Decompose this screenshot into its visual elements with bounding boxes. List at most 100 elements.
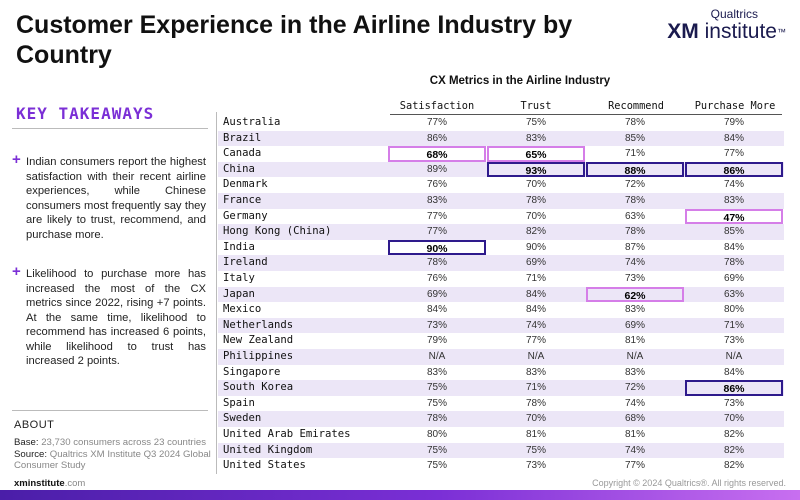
table-row: Italy 76% 71% 73% 69% [218,271,784,287]
table-row: Philippines N/A N/A N/A N/A [218,349,784,365]
cell-purchase-more: 84% [723,132,744,144]
about-source-label: Source: [14,449,48,460]
table-row: New Zealand 79% 77% 81% 73% [218,333,784,349]
logo-institute: institute [698,20,777,43]
country-label: Netherlands [223,318,294,331]
logo-xm-institute-text: XM institute™ [667,21,786,43]
cell-trust: 77% [525,335,546,347]
cell-satisfaction: 83% [426,195,447,206]
country-label: Germany [223,209,268,222]
table-row: Brazil 86% 83% 85% 84% [218,130,784,147]
country-label: India [223,240,255,253]
cell-recommend: 71% [624,148,645,160]
country-label: Hong Kong (China) [223,225,332,238]
column-header-satisfaction: Satisfaction [399,100,475,112]
about-base-value: 23,730 consumers across 23 countries [38,437,206,448]
copyright-text: Copyright © 2024 Qualtrics®. All rights … [592,478,786,488]
country-label: Canada [223,147,262,160]
page-title: Customer Experience in the Airline Indus… [16,11,573,69]
cell-trust: 83% [525,366,546,378]
key-takeaways-heading: KEY TAKEAWAYS [16,104,155,123]
cell-trust: 65% [487,146,585,162]
logo-xm: XM [667,20,699,43]
cell-recommend: 74% [624,257,645,269]
website-link[interactable]: xminstitute.com [14,478,85,489]
plus-icon: + [12,151,21,168]
cell-recommend: 62% [586,286,684,303]
cell-purchase-more: 77% [723,148,744,160]
cell-satisfaction: 89% [426,163,447,175]
table-row: Hong Kong (China) 77% 82% 78% 85% [218,224,784,240]
cell-satisfaction: 83% [426,366,447,378]
table-row: United States 75% 73% 77% 82% [218,458,784,474]
cell-satisfaction: 76% [426,273,447,284]
table-row: Denmark 76% 70% 72% 74% [218,177,784,193]
cell-satisfaction: 80% [426,429,447,440]
cell-satisfaction: 69% [426,288,447,300]
cell-purchase-more: 86% [685,161,783,178]
cell-trust: 84% [525,304,546,316]
cell-recommend: 68% [624,413,645,425]
qualtrics-xm-institute-logo: Qualtrics XM institute™ [667,8,786,43]
cell-purchase-more: 82% [723,460,744,472]
column-header-purchase-more: Purchase More [694,100,776,112]
country-label: South Korea [223,381,294,394]
cell-recommend: 63% [624,210,645,222]
cell-recommend: 78% [624,195,645,206]
cell-satisfaction: 75% [426,382,447,394]
cell-purchase-more: 80% [723,304,744,316]
about-divider [12,410,208,411]
country-label: France [223,194,262,206]
table-row: China 89% 93% 88% 86% [218,161,784,178]
cell-purchase-more: 63% [723,288,744,300]
website-domain: .com [64,478,86,489]
cell-satisfaction: 77% [426,226,447,238]
takeaway-item: + Likelihood to purchase more has increa… [12,263,206,369]
column-header-recommend: Recommend [608,100,664,112]
cell-purchase-more: 69% [723,273,744,284]
cell-trust: 70% [525,210,546,222]
cell-recommend: 73% [624,273,645,284]
table-row: Australia 77% 75% 78% 79% [218,115,784,131]
country-label: China [223,162,255,175]
table-row: Mexico 84% 84% 83% 80% [218,302,784,318]
country-label: Denmark [223,178,268,191]
table-row: Ireland 78% 69% 74% 78% [218,255,784,271]
about-source-value: Qualtrics XM Institute Q3 2024 Global Co… [14,449,211,471]
cell-satisfaction: 76% [426,179,447,191]
footer-gradient-bar [0,490,800,500]
cell-recommend: 88% [586,161,684,178]
cell-satisfaction: 90% [388,239,486,256]
cell-purchase-more: N/A [725,351,743,362]
cell-purchase-more: 82% [723,444,744,456]
country-label: Singapore [223,365,281,378]
cell-trust: 70% [525,413,546,425]
country-label: Italy [223,272,255,284]
cell-recommend: 77% [624,460,645,472]
column-header-trust: Trust [520,100,552,112]
cell-trust: 74% [525,319,546,331]
cell-satisfaction: 75% [426,444,447,456]
cell-recommend: 85% [624,132,645,144]
country-label: Japan [223,287,255,300]
key-takeaways-divider [12,128,208,129]
country-label: United Kingdom [223,443,313,456]
cell-trust: 75% [525,117,546,128]
about-base: Base: 23,730 consumers across 23 countri… [14,437,214,448]
cell-recommend: N/A [626,351,644,362]
cell-purchase-more: 84% [723,366,744,378]
cell-recommend: 69% [624,319,645,331]
cell-trust: 78% [525,397,546,409]
plus-icon: + [12,263,21,280]
cell-purchase-more: 79% [723,117,744,128]
cell-satisfaction: 75% [426,397,447,409]
cell-purchase-more: 71% [723,319,744,331]
table-row: Spain 75% 78% 74% 73% [218,396,784,412]
cell-satisfaction: 73% [426,319,447,331]
cell-recommend: 83% [624,366,645,378]
cell-satisfaction: 78% [426,413,447,425]
cell-purchase-more: 74% [723,179,744,191]
website-name: xminstitute [14,478,65,489]
table-row: Germany 77% 70% 63% 47% [218,208,784,225]
country-label: United Arab Emirates [223,428,351,440]
